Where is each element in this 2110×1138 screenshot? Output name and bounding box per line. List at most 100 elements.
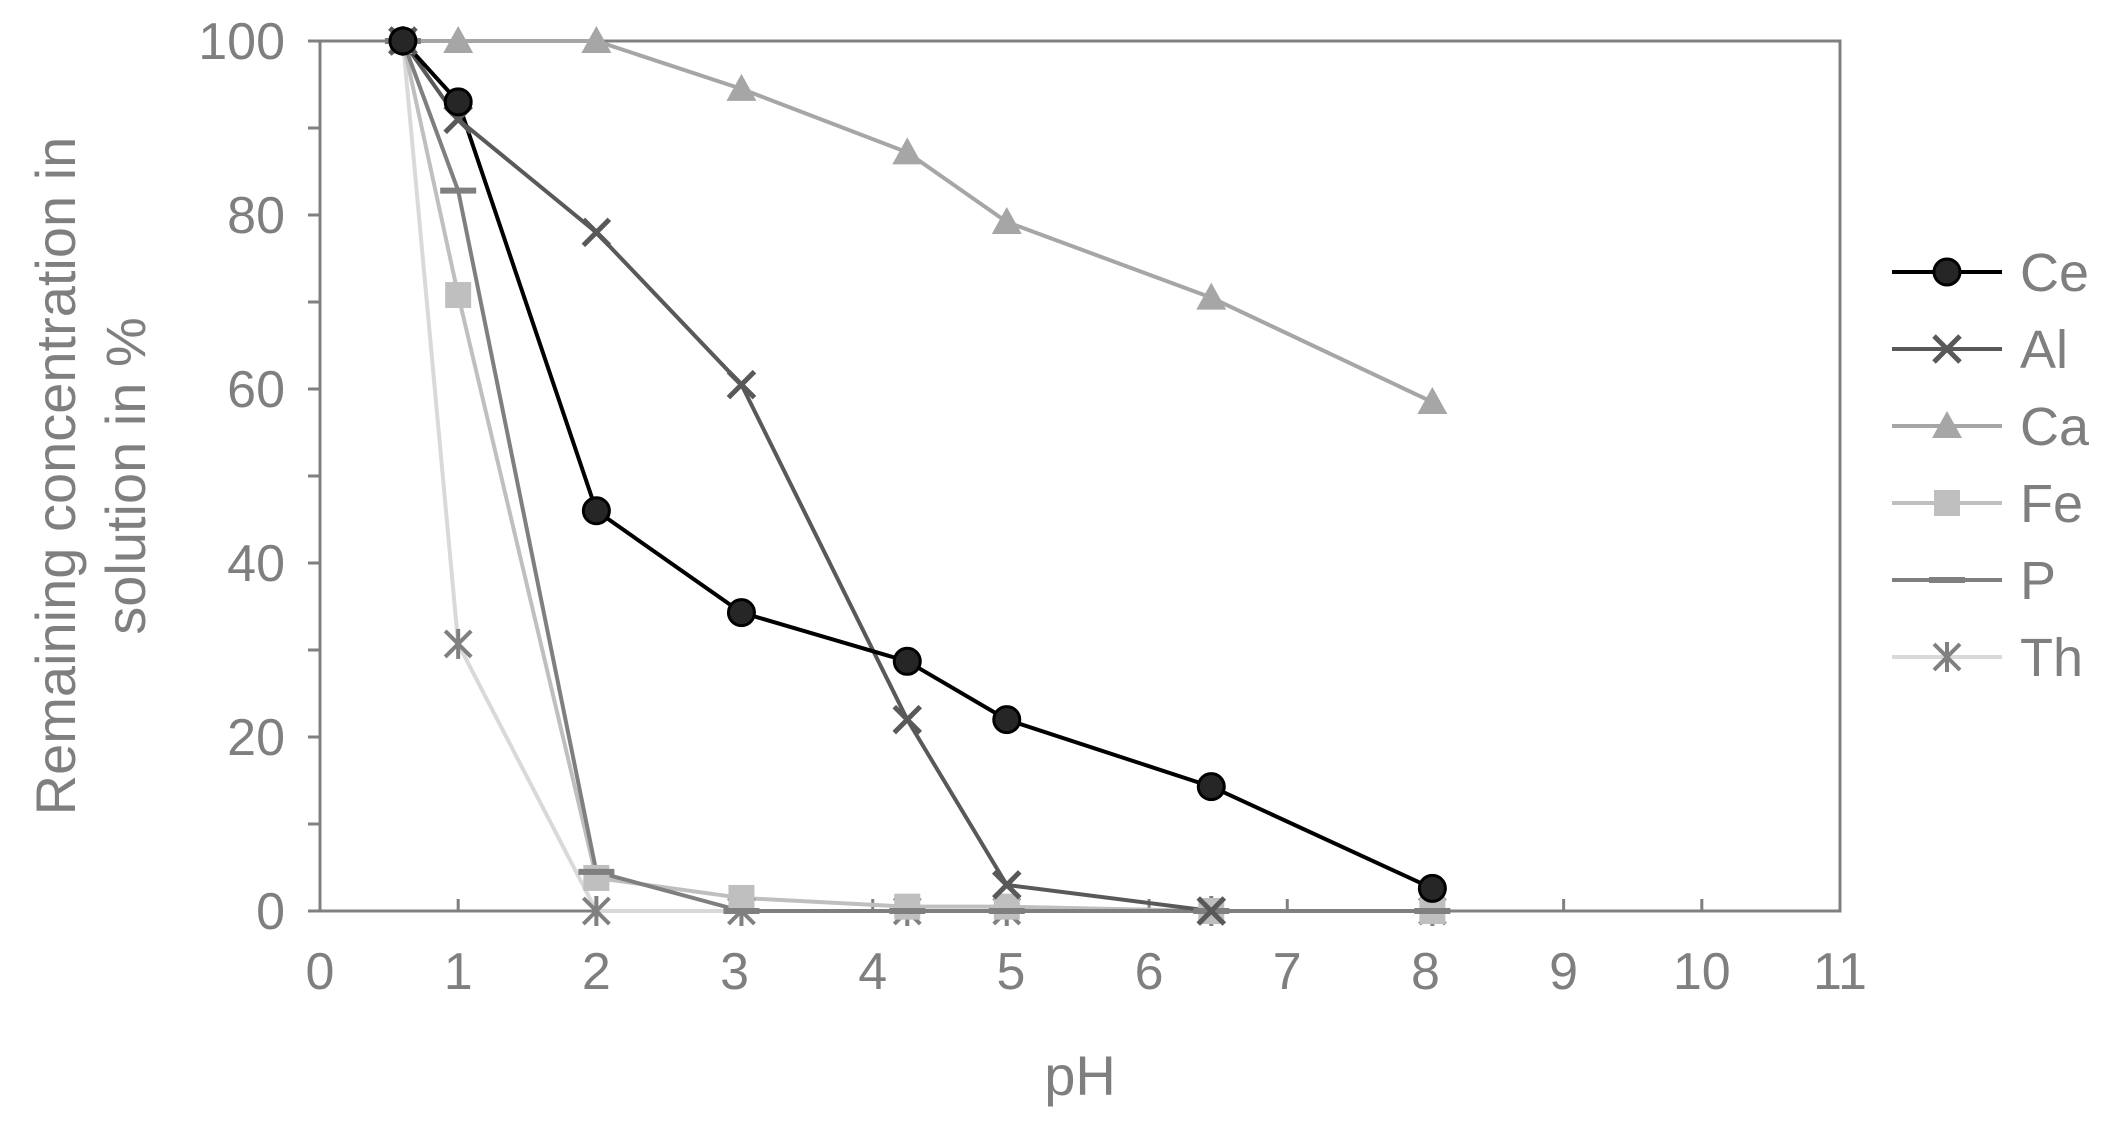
triangle-marker	[1932, 411, 1962, 438]
legend-label: Fe	[2020, 474, 2083, 534]
triangle-marker	[1196, 282, 1227, 310]
square-marker	[1934, 490, 1960, 516]
x-axis-title: pH	[1044, 1044, 1116, 1107]
legend-item-ce: Ce	[1892, 243, 2089, 303]
triangle-marker	[1417, 387, 1448, 415]
x-tick-label: 5	[996, 943, 1025, 1001]
x-tick-label: 11	[1813, 943, 1867, 1001]
circle-marker	[1196, 772, 1226, 802]
data-point-al	[581, 217, 612, 248]
legend-item-p: P	[1892, 551, 2056, 611]
y-tick-label: 80	[227, 187, 285, 245]
data-point-al	[892, 704, 923, 735]
legend-label: Al	[2020, 320, 2068, 380]
data-point-fe	[583, 864, 610, 891]
legend-marker	[1932, 334, 1962, 364]
data-point-ca	[581, 26, 612, 53]
x-marker-stroke	[892, 704, 923, 735]
data-point-ce	[892, 646, 922, 676]
y-axis: 0 20 40 60 80 100	[198, 13, 320, 941]
legend-item-th: Th	[1892, 628, 2083, 688]
series-line-ca	[402, 39, 1434, 404]
triangle-marker	[726, 73, 757, 101]
data-point-ca	[1417, 387, 1448, 415]
triangle-marker	[892, 137, 923, 165]
data-point-ce	[388, 26, 418, 56]
x-marker-stroke	[1196, 896, 1227, 926]
series-line-ce	[401, 39, 1434, 891]
circle-marker	[388, 26, 418, 56]
data-point-al	[1196, 896, 1227, 926]
x-tick-label: 6	[1135, 943, 1164, 1001]
circle-marker	[581, 496, 611, 526]
data-point-fe	[728, 884, 755, 911]
x-marker-stroke	[1932, 334, 1962, 364]
legend-label: P	[2020, 551, 2056, 611]
x-marker-stroke	[991, 870, 1022, 900]
data-point-ca	[892, 137, 923, 165]
series-line-al	[401, 39, 1212, 913]
circle-marker	[726, 598, 756, 628]
series-group	[384, 26, 1451, 926]
x-tick-label: 8	[1411, 943, 1440, 1001]
x-tick-label: 3	[720, 943, 749, 1001]
data-point-ce	[443, 87, 473, 117]
data-point-th	[581, 896, 611, 926]
x-tick-label: 10	[1673, 943, 1731, 1001]
x-tick-label: 9	[1549, 943, 1578, 1001]
y-tick-label: 20	[227, 709, 285, 767]
x-marker-stroke	[726, 369, 757, 400]
square-marker	[993, 893, 1020, 920]
legend-marker	[1932, 642, 1962, 672]
data-point-ce	[992, 705, 1022, 735]
circle-marker	[443, 87, 473, 117]
y-axis-title-line-1: Remaining concentration in	[24, 137, 87, 816]
data-point-fe	[445, 282, 472, 309]
x-axis: 0 1 2 3 4 5 6 7 8 9 10 11	[306, 899, 1867, 1001]
data-point-fe	[993, 893, 1020, 920]
x-tick-label: 7	[1273, 943, 1302, 1001]
x-tick-label: 2	[582, 943, 611, 1001]
series-line-fe	[400, 40, 1433, 913]
y-axis-title: Remaining concentration in solution in %	[24, 137, 157, 816]
square-marker	[894, 893, 921, 920]
legend-label: Th	[2020, 628, 2083, 688]
circle-marker	[892, 646, 922, 676]
triangle-marker	[581, 26, 612, 53]
square-marker	[583, 864, 610, 891]
legend: Ce Al Ca Fe P Th	[1892, 243, 2090, 688]
y-tick-label: 40	[227, 535, 285, 593]
legend-marker	[1932, 411, 1962, 438]
triangle-marker	[443, 26, 474, 53]
legend-item-al: Al	[1892, 320, 2068, 380]
legend-marker	[1934, 490, 1960, 516]
square-marker	[728, 884, 755, 911]
x-tick-label: 4	[858, 943, 887, 1001]
legend-label: Ce	[2020, 243, 2089, 303]
legend-item-fe: Fe	[1892, 474, 2083, 534]
triangle-marker	[991, 206, 1022, 234]
data-point-th	[443, 628, 473, 659]
data-point-ce	[1417, 873, 1447, 903]
legend-label: Ca	[2020, 397, 2090, 457]
x-tick-label: 1	[444, 943, 473, 1001]
circle-marker	[1417, 873, 1447, 903]
y-tick-label: 60	[227, 361, 285, 419]
data-point-ce	[726, 598, 756, 628]
series-line-p	[401, 40, 1433, 913]
x-marker-stroke	[581, 217, 612, 248]
data-point-al	[726, 369, 757, 400]
data-point-fe	[894, 893, 921, 920]
legend-item-ca: Ca	[1892, 397, 2090, 457]
circle-marker	[1932, 257, 1962, 287]
data-point-al	[991, 870, 1022, 900]
data-point-ca	[726, 73, 757, 101]
x-tick-label: 0	[306, 943, 335, 1001]
series-line-th	[400, 40, 1433, 913]
legend-marker	[1932, 257, 1962, 287]
data-point-ca	[443, 26, 474, 53]
circle-marker	[992, 705, 1022, 735]
square-marker	[445, 282, 472, 309]
